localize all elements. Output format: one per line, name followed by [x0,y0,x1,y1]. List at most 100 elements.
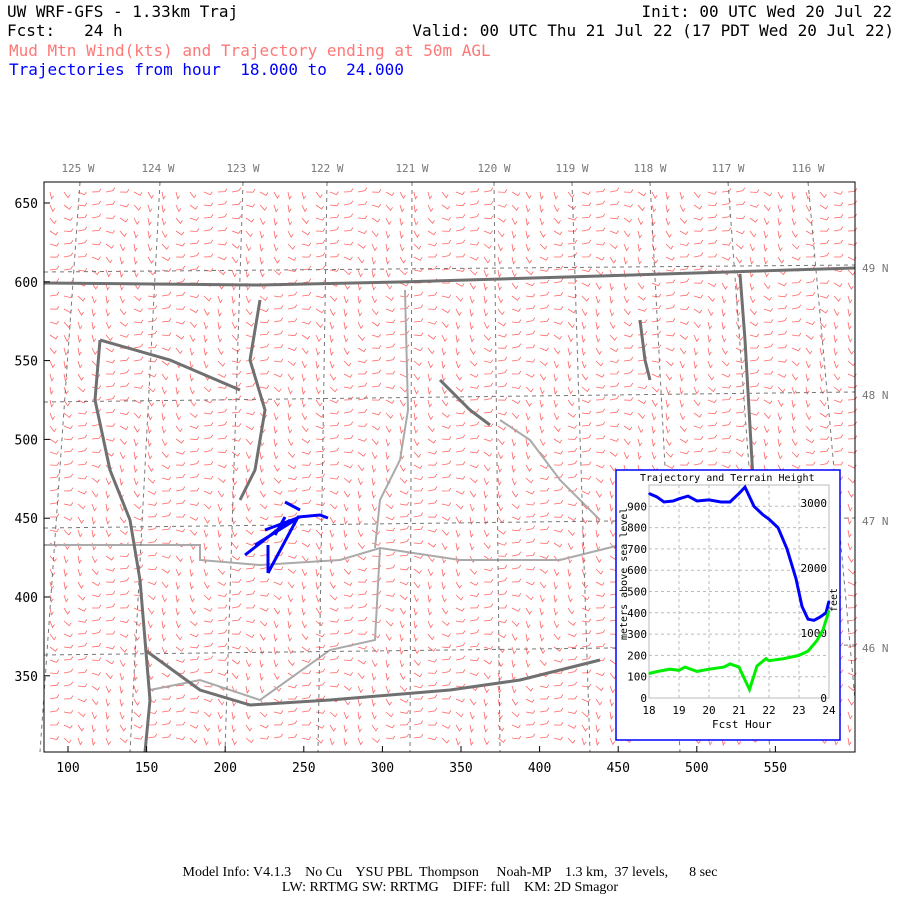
wind-barb [273,581,283,586]
wind-barb [105,347,115,353]
wind-barb [273,620,279,629]
wind-barb [273,464,280,472]
wind-barb [483,215,494,220]
wind-barb [161,594,167,603]
wind-barb [441,252,452,258]
wind-barb [105,490,110,499]
wind-barb [595,604,606,609]
wind-barb [329,295,338,302]
wind-barb [511,412,520,419]
wind-barb [189,308,199,314]
wind-barb [581,711,590,718]
wind-barb [315,594,321,603]
wind-barb [525,513,536,518]
wind-barb [343,672,353,676]
wind-barb [329,630,340,635]
wind-barb [567,447,578,453]
wind-barb [329,399,339,404]
wind-barb [441,487,452,492]
wind-barb [609,477,615,486]
wind-barb [245,685,250,694]
wind-barb [455,529,461,538]
trajectory-point [708,499,710,501]
wind-barb [357,423,368,427]
wind-barb [413,217,419,226]
wind-barb [343,241,354,246]
wind-barb [847,529,852,538]
wind-barb [455,698,465,703]
wind-barb [427,360,434,369]
wind-barb [777,256,785,264]
wind-barb [245,396,256,401]
wind-barb [539,268,550,272]
trajectory-point [696,500,698,502]
wind-barb [581,282,591,287]
wind-barb [105,603,116,609]
wind-barb [651,412,657,421]
wind-barb [49,191,54,200]
wind-barb [77,214,88,219]
wind-barb [203,191,213,196]
wind-barb [483,737,490,746]
wind-barb [301,681,312,687]
wind-barb [217,724,222,733]
wind-barb [91,213,102,219]
wind-barb [497,217,507,223]
wind-barb [217,256,227,261]
wind-barb [525,344,536,349]
wind-barb [651,191,658,199]
wind-barb [385,527,396,532]
wind-barb [162,487,172,492]
wind-barb [693,265,704,271]
wind-barb [315,334,322,343]
wind-barb [763,425,770,434]
wind-barb [357,187,368,193]
wind-barb [231,359,242,364]
wind-barb [217,629,228,635]
wind-barb [231,200,242,206]
x-tick-label: 19 [672,704,685,717]
wind-barb [91,672,101,676]
wind-barb [441,386,447,395]
wind-barb [623,295,630,304]
wind-barb [371,243,378,252]
wind-barb [441,460,452,466]
wind-barb [707,202,718,207]
wind-barb [231,321,238,330]
wind-barb [343,464,353,469]
wind-barb [427,386,432,395]
wind-barb [665,386,671,395]
wind-barb [637,399,647,405]
wind-barb [203,607,213,612]
wind-barb [469,360,478,367]
wind-barb [567,412,576,418]
wind-barb [609,737,616,746]
wind-barb [721,421,732,427]
wind-barb [77,503,86,510]
wind-barb [427,707,438,713]
wind-barb [63,737,72,744]
wind-barb [63,607,71,615]
wind-barb [497,308,505,316]
wind-barb [287,512,298,518]
wind-barb [119,619,130,623]
wind-barb [147,425,152,434]
y-tick-label: 100 [627,671,647,684]
wind-barb [749,333,760,338]
wind-barb [441,594,447,603]
wind-barb [77,711,86,718]
wind-barb [91,464,101,468]
wind-barb [735,370,746,375]
wind-barb [161,191,166,200]
wind-barb [273,373,283,378]
wind-barb [665,399,670,408]
wind-barb [707,434,718,440]
wind-barb [259,319,270,324]
wind-barb [119,529,128,535]
wind-barb [427,555,435,563]
x-tick-label: 100 [56,761,79,776]
wind-barb [413,594,419,603]
wind-barb [623,382,634,388]
wind-barb [455,410,466,415]
wind-barb [343,698,351,706]
